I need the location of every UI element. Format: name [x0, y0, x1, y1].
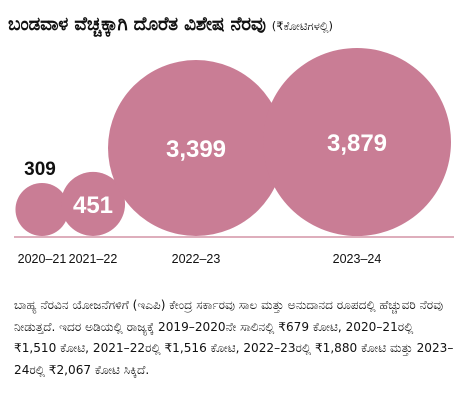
value-label-2021–22: 451: [73, 192, 113, 219]
bubble-2021–22: [60, 171, 126, 236]
bubble-chart: 309 2020–21 451 2021–22 3,399 2022–23 3,879 202…: [14, 48, 454, 266]
bubble-2020–21: [15, 182, 69, 236]
category-label-2021–22: 2021–22: [69, 252, 118, 266]
unit-label: (₹ಕೋಟಿಗಳಲ್ಲಿ): [271, 19, 334, 33]
bubble-2023–24: [263, 48, 451, 236]
chart-header: ಬಂಡವಾಳ ವೆಚ್ಚಕ್ಕಾಗಿ ದೊರೆತ ವಿಶೇಷ ನೆರವು (₹ಕೋ…: [8, 14, 456, 35]
value-label-2020–21: 309: [24, 159, 56, 180]
value-label-2022–23: 3,399: [166, 136, 226, 163]
category-label-2023–24: 2023–24: [333, 252, 382, 266]
chart-title: ಬಂಡವಾಳ ವೆಚ್ಚಕ್ಕಾಗಿ ದೊರೆತ ವಿಶೇಷ ನೆರವು: [8, 14, 266, 35]
caption-text: ಬಾಹ್ಯ ನೆರವಿನ ಯೋಜನೆಗಳಿಗೆ (ಇಎಪಿ) ಕೇಂದ್ರ ಸರ…: [14, 298, 454, 377]
category-label-2020–21: 2020–21: [18, 252, 67, 266]
category-label-2022–23: 2022–23: [172, 252, 221, 266]
bubble-2022–23: [108, 60, 284, 236]
value-label-2023–24: 3,879: [327, 130, 387, 157]
